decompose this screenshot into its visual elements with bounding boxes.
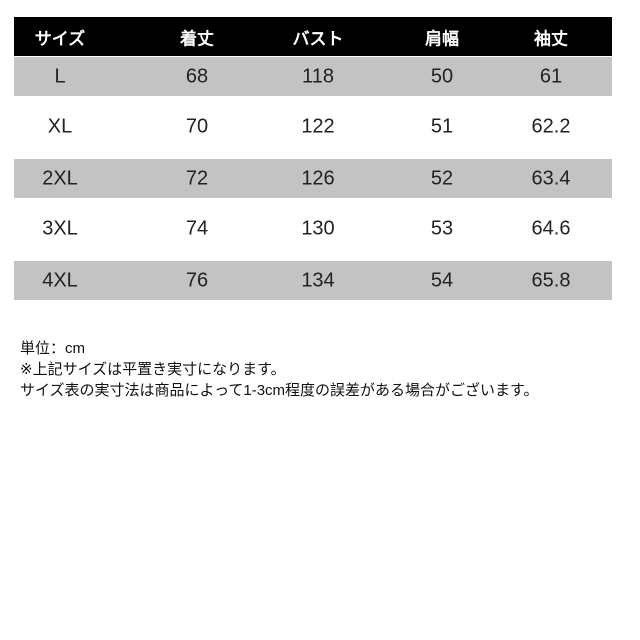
unit-note: 単位：cm (20, 340, 85, 357)
size-cell: 3XL (42, 217, 78, 240)
measurement-note: ※上記サイズは平置き実寸になります。 (20, 361, 286, 378)
value-cell: 126 (301, 167, 335, 189)
size-table: サイズ 着丈 バスト 肩幅 袖丈 L 68 118 50 61 XL 70 122 51 62.2… (14, 17, 612, 300)
value-cell: 130 (301, 217, 335, 240)
value-cell: 61 (539, 65, 563, 87)
value-cell: 52 (430, 167, 454, 189)
value-cell: 54 (430, 269, 454, 291)
table-row: XL 70 122 51 62.2 (14, 96, 612, 158)
value-cell: 74 (185, 217, 209, 240)
value-cell: 70 (185, 115, 209, 138)
table-row: 2XL 72 126 52 63.4 (14, 159, 612, 198)
value-cell: 134 (301, 269, 335, 291)
header-cell: 肩幅 (425, 29, 459, 48)
size-cell: XL (47, 115, 73, 138)
value-cell: 68 (185, 65, 209, 87)
header-cell: 着丈 (180, 29, 214, 48)
value-cell: 63.4 (531, 167, 571, 189)
size-cell: 4XL (42, 269, 78, 291)
size-cell: L (54, 65, 66, 87)
tolerance-note: サイズ表の実寸法は商品によって1-3cm程度の誤差がある場合がございます。 (20, 382, 539, 399)
table-header: サイズ 着丈 バスト 肩幅 袖丈 (14, 17, 612, 56)
header-cell: 袖丈 (534, 29, 568, 48)
value-cell: 72 (185, 167, 209, 189)
value-cell: 64.6 (531, 217, 571, 240)
notes: 単位：cm ※上記サイズは平置き実寸になります。 サイズ表の実寸法は商品によって… (20, 338, 539, 401)
value-cell: 122 (301, 115, 335, 138)
value-cell: 51 (430, 115, 454, 138)
table-row: 4XL 76 134 54 65.8 (14, 261, 612, 300)
value-cell: 50 (430, 65, 454, 87)
header-cell: サイズ (34, 29, 86, 48)
table-row: 3XL 74 130 53 64.6 (14, 198, 612, 260)
table-row: L 68 118 50 61 (14, 57, 612, 96)
value-cell: 53 (430, 217, 454, 240)
value-cell: 65.8 (531, 269, 571, 291)
value-cell: 62.2 (531, 115, 571, 138)
size-cell: 2XL (42, 167, 78, 189)
value-cell: 76 (185, 269, 209, 291)
value-cell: 118 (302, 65, 334, 87)
header-cell: バスト (292, 29, 344, 48)
